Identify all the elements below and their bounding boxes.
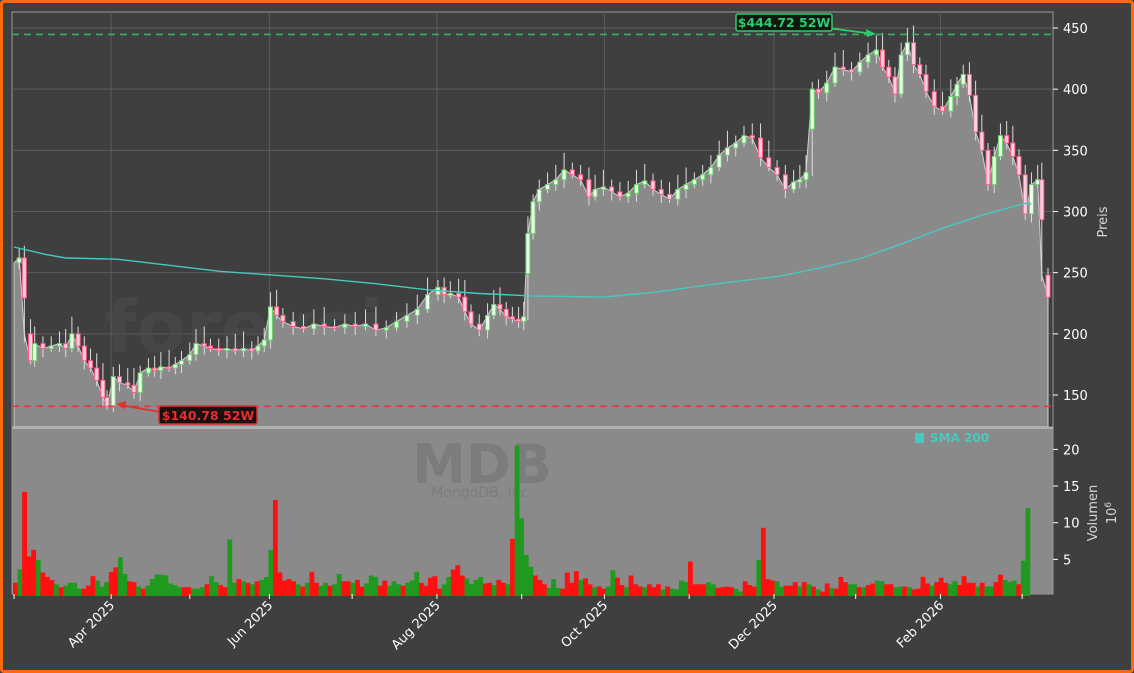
sma-200-line [13, 202, 1032, 298]
svg-text:Feb 2026: Feb 2026 [894, 598, 947, 651]
svg-text:250: 250 [1063, 267, 1088, 282]
price-axis: 150 200 250 300 350 400 450 [1053, 22, 1088, 404]
svg-text:Aug 2025: Aug 2025 [389, 598, 444, 653]
legend: SMA 200 [915, 431, 989, 445]
svg-text:15: 15 [1063, 480, 1080, 495]
volume-axis: 5 10 15 20 [1053, 443, 1080, 568]
low-52w-annotation: $140.78 52W [116, 401, 258, 425]
company-watermark: MongoDB, Inc. [431, 485, 532, 501]
legend-swatch-icon [915, 433, 924, 443]
volume-axis-unit: 106 [1104, 502, 1120, 525]
volume-panel [11, 427, 1054, 595]
svg-text:5: 5 [1063, 553, 1071, 568]
svg-text:350: 350 [1063, 144, 1088, 159]
price-axis-title: Preis [1096, 206, 1111, 237]
candlesticks [16, 25, 1051, 413]
svg-text:400: 400 [1063, 83, 1088, 98]
svg-text:Apr 2025: Apr 2025 [65, 598, 118, 651]
svg-text:Jun 2025: Jun 2025 [224, 598, 276, 650]
svg-text:20: 20 [1063, 443, 1080, 458]
ticker-watermark: MDB [412, 433, 552, 496]
legend-label: SMA 200 [930, 431, 989, 445]
svg-text:10: 10 [1063, 517, 1080, 532]
svg-text:450: 450 [1063, 22, 1088, 37]
low-52w-label: $140.78 52W [162, 408, 255, 423]
svg-text:200: 200 [1063, 328, 1088, 343]
svg-text:Dec 2025: Dec 2025 [726, 598, 781, 653]
x-axis: Apr 2025 Jun 2025 Aug 2025 Oct 2025 Dec 2025… [13, 594, 1023, 653]
svg-text:Oct 2025: Oct 2025 [558, 598, 611, 651]
volume-axis-title: Volumen [1086, 485, 1101, 542]
high-52w-annotation: $444.72 52W [735, 13, 876, 37]
svg-text:150: 150 [1063, 389, 1088, 404]
svg-text:300: 300 [1063, 206, 1088, 221]
volume-bars [13, 445, 1048, 596]
high-52w-label: $444.72 52W [738, 15, 831, 30]
